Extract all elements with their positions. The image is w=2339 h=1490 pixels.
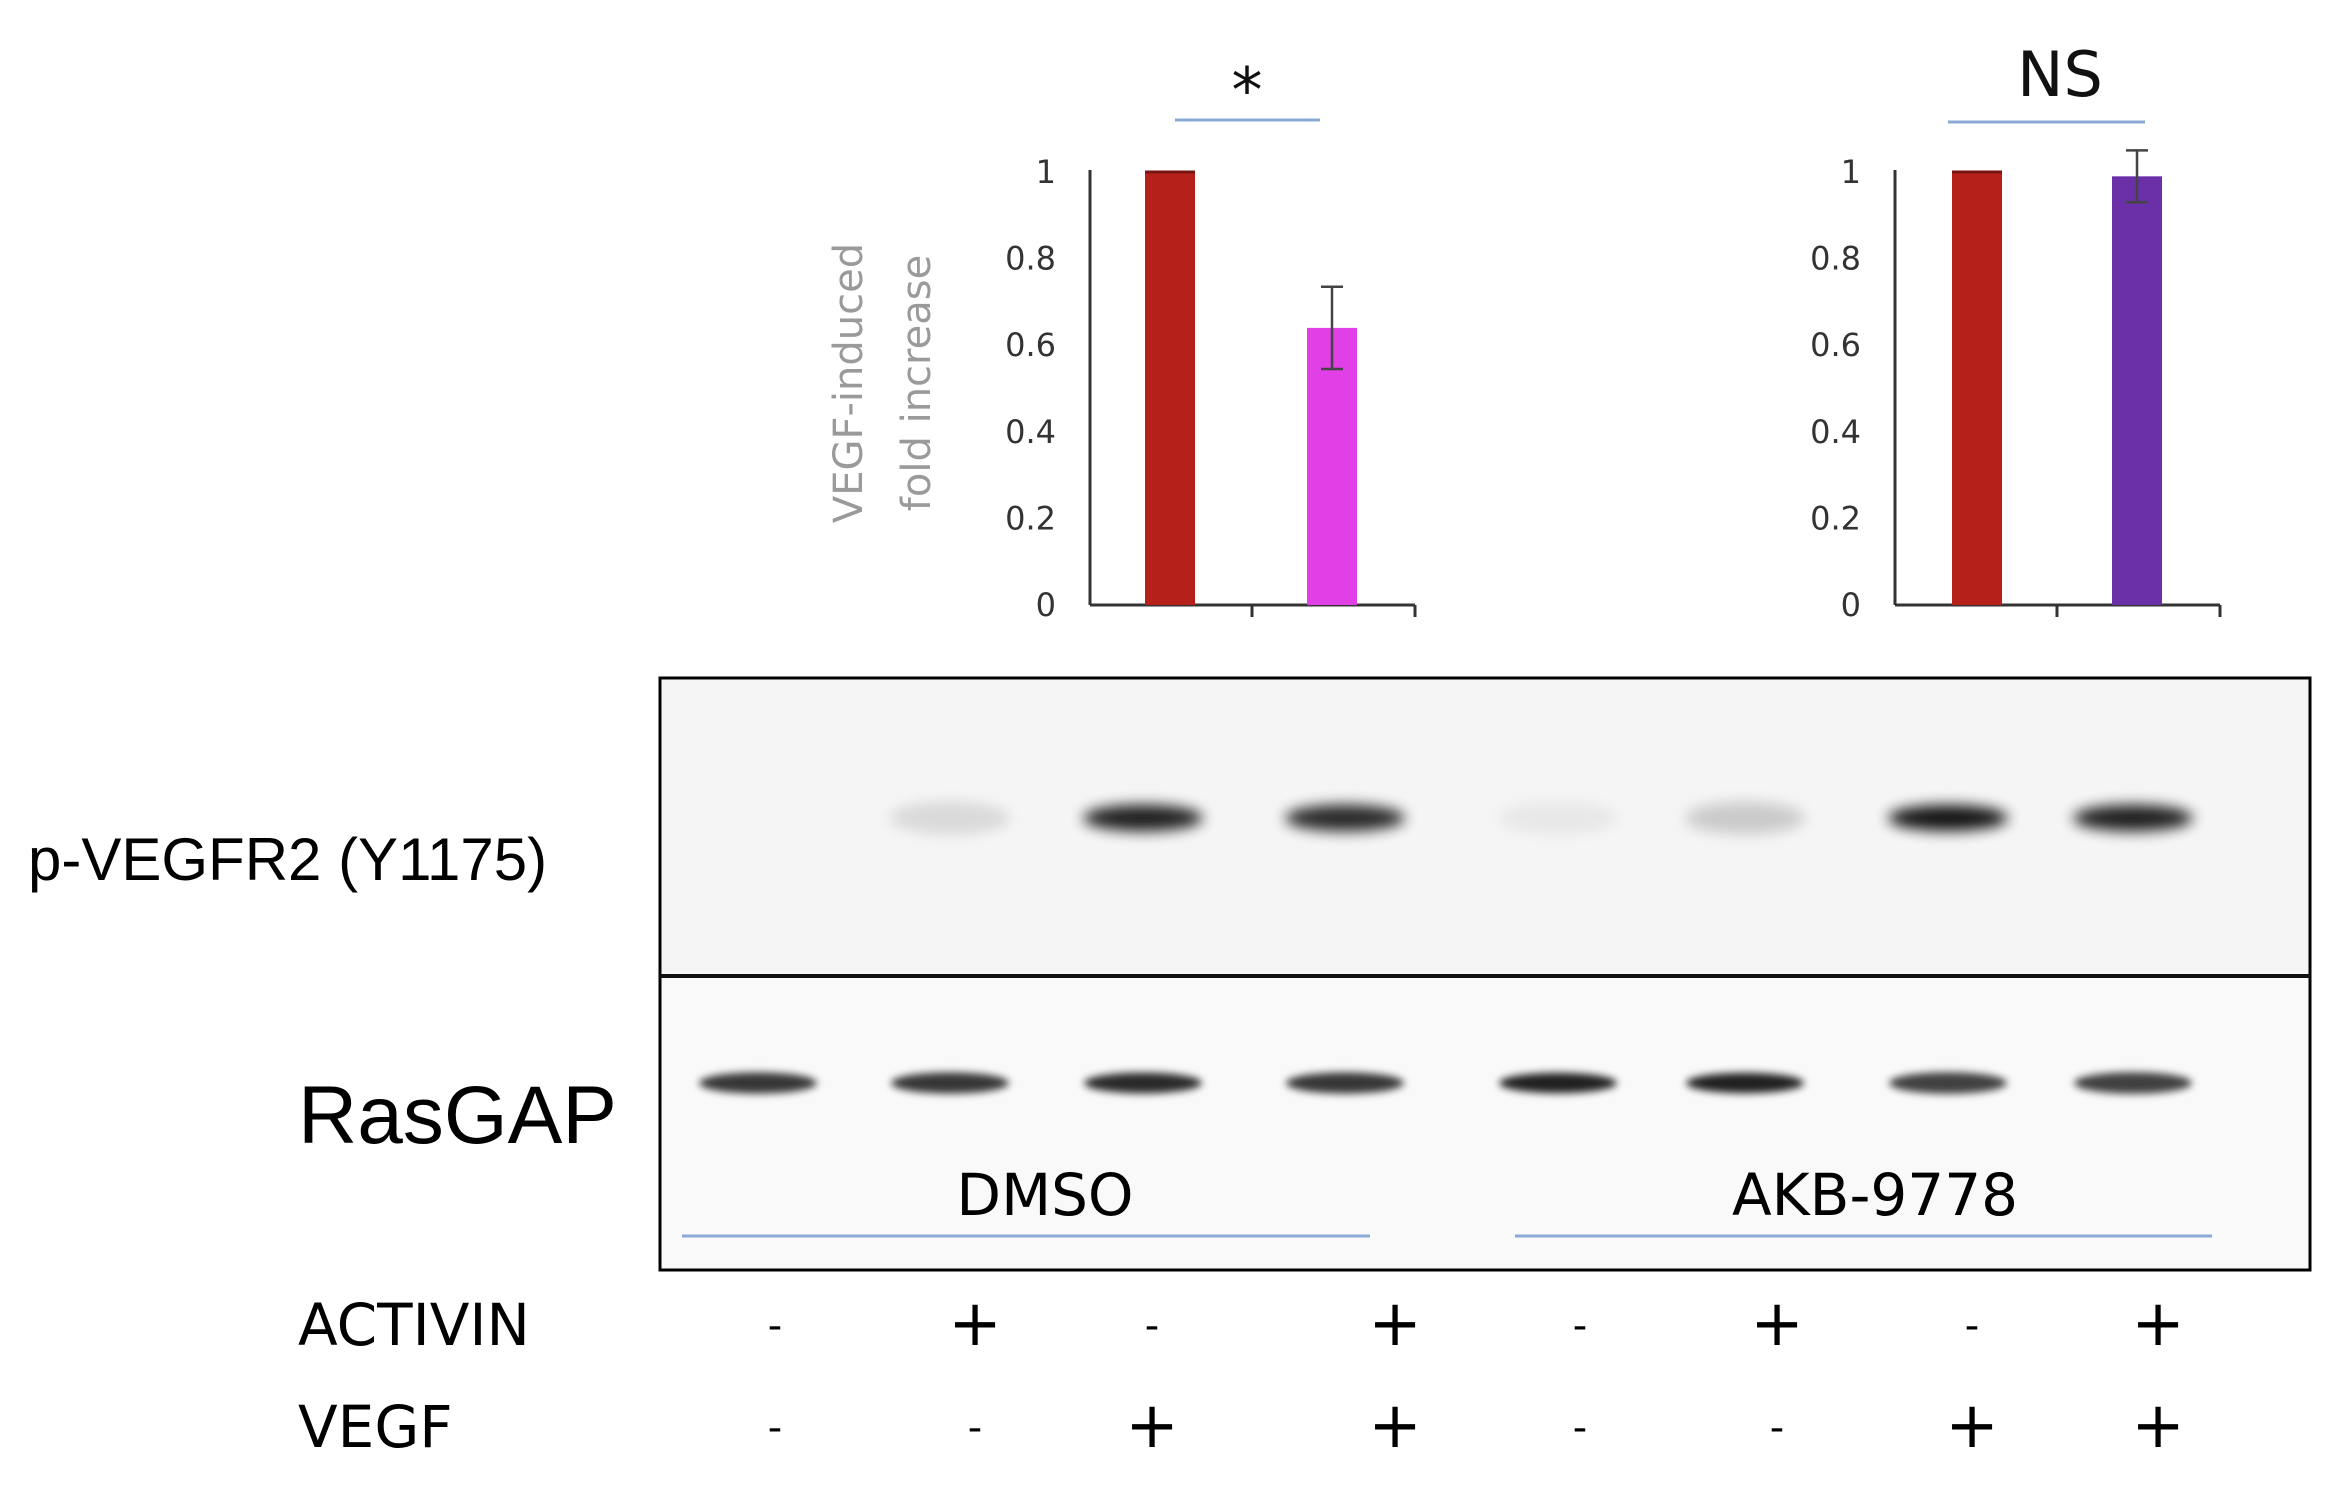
bar-akb-control bbox=[1952, 172, 2002, 605]
western-blot: p-VEGFR2 (Y1175) RasGAP DMSO AKB-9778 bbox=[28, 676, 2312, 1272]
y-axis-label-line-1: VEGF-induced bbox=[826, 243, 872, 523]
condition-sign: + bbox=[1945, 1389, 1999, 1463]
y-tick-label: 0.4 bbox=[1810, 413, 1861, 451]
group-label-dmso: DMSO bbox=[956, 1161, 1133, 1229]
condition-sign: - bbox=[768, 1405, 782, 1451]
condition-sign: + bbox=[2131, 1389, 2185, 1463]
blot-band bbox=[891, 1072, 1009, 1094]
bar-dmso-control bbox=[1145, 172, 1195, 605]
condition-sign: - bbox=[1573, 1405, 1587, 1451]
y-tick-labels-1: 0 0.2 0.4 0.6 0.8 1 bbox=[1005, 153, 1056, 624]
condition-sign: + bbox=[2131, 1287, 2185, 1361]
blot-band bbox=[2073, 804, 2193, 832]
y-axis-label-line-2: fold increase bbox=[894, 255, 940, 511]
y-tick-label: 0 bbox=[1841, 586, 1861, 624]
error-bar-dmso-activin bbox=[1321, 285, 1343, 371]
y-tick-label: 0.8 bbox=[1005, 240, 1056, 278]
condition-sign: + bbox=[1368, 1389, 1422, 1463]
y-tick-label: 1 bbox=[1036, 153, 1056, 191]
condition-sign: - bbox=[1573, 1303, 1587, 1349]
blot-band bbox=[1888, 805, 2008, 831]
row-label-rasgap: RasGAP bbox=[298, 1070, 617, 1161]
y-tick-label: 0.6 bbox=[1810, 326, 1861, 364]
y-tick-label: 0.2 bbox=[1810, 499, 1861, 537]
blot-band bbox=[1498, 801, 1618, 835]
condition-sign: - bbox=[1965, 1303, 1979, 1349]
y-tick-label: 0.4 bbox=[1005, 413, 1056, 451]
activin-signs: - + - + - + - + bbox=[768, 1287, 2185, 1361]
condition-table: ACTIVIN VEGF - + - + - + - + - - + + - -… bbox=[298, 1287, 2185, 1463]
bar-akb-activin bbox=[2112, 176, 2162, 605]
significance-label-2: NS bbox=[2017, 38, 2103, 111]
condition-sign: - bbox=[1770, 1405, 1784, 1451]
p-vegfr2-bands bbox=[890, 801, 2193, 835]
y-tick-label: 0 bbox=[1036, 586, 1056, 624]
y-tick-label: 0.8 bbox=[1810, 240, 1861, 278]
condition-sign: + bbox=[1368, 1287, 1422, 1361]
blot-band bbox=[2074, 1072, 2192, 1094]
vegf-signs: - - + + - - + + bbox=[768, 1389, 2185, 1463]
rasgap-bands bbox=[699, 1072, 2192, 1094]
y-tick-label: 1 bbox=[1841, 153, 1861, 191]
condition-sign: - bbox=[768, 1303, 782, 1349]
blot-band bbox=[1285, 804, 1405, 832]
blot-band bbox=[1499, 1072, 1617, 1094]
row-label-p-vegfr2: p-VEGFR2 (Y1175) bbox=[28, 826, 547, 893]
condition-sign: + bbox=[1125, 1389, 1179, 1463]
significance-label-1: * bbox=[1232, 54, 1263, 127]
bar-dmso-activin bbox=[1307, 327, 1357, 605]
blot-bottom-panel bbox=[662, 978, 2308, 1268]
blot-band bbox=[890, 801, 1010, 835]
group-label-akb-9778: AKB-9778 bbox=[1732, 1161, 2018, 1229]
blot-band bbox=[1083, 804, 1203, 832]
condition-sign: - bbox=[968, 1405, 982, 1451]
condition-sign: + bbox=[1750, 1287, 1804, 1361]
condition-label-activin: ACTIVIN bbox=[298, 1291, 530, 1359]
blot-band bbox=[1685, 801, 1805, 835]
y-tick-labels-2: 0 0.2 0.4 0.6 0.8 1 bbox=[1810, 153, 1861, 624]
y-tick-label: 0.6 bbox=[1005, 326, 1056, 364]
bar-chart-2: NS 0 0.2 0.4 0.6 0.8 1 bbox=[1810, 38, 2222, 624]
condition-label-vegf: VEGF bbox=[298, 1393, 453, 1461]
error-bar-akb-activin bbox=[2126, 149, 2148, 204]
bar-chart-1: * VEGF-induced fold increase 0 0.2 0.4 0… bbox=[826, 54, 1417, 624]
blot-band bbox=[1286, 1072, 1404, 1094]
blot-band bbox=[1686, 1072, 1804, 1094]
blot-band bbox=[1084, 1072, 1202, 1094]
condition-sign: - bbox=[1145, 1303, 1159, 1349]
blot-band bbox=[699, 1072, 817, 1094]
blot-band bbox=[1889, 1072, 2007, 1094]
condition-sign: + bbox=[948, 1287, 1002, 1361]
y-tick-label: 0.2 bbox=[1005, 499, 1056, 537]
